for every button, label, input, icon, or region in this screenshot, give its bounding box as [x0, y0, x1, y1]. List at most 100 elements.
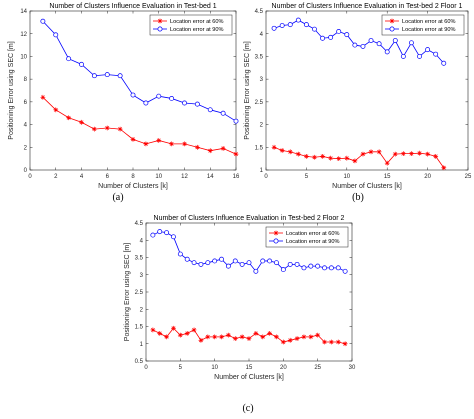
chart-panel-1: 0 2 4 6 8 10 12 14 16 0 2 4 6 8 10 12 14 Number of Cluste… [8, 3, 240, 190]
legend-swatch-marker [157, 18, 163, 24]
y-tick-label: 4 [24, 123, 28, 129]
data-point [352, 158, 358, 164]
data-point [40, 94, 46, 100]
legend-entry: Location error at 60% [402, 19, 456, 25]
x-axis-label: Number of Clusters [k] [214, 374, 284, 381]
data-point [322, 339, 327, 345]
series-1 [150, 325, 348, 347]
data-point [207, 148, 213, 154]
data-point [253, 330, 259, 336]
data-point [156, 93, 162, 99]
series-1 [271, 144, 447, 171]
data-point [400, 53, 406, 59]
series-1 [40, 94, 239, 157]
data-point [260, 334, 266, 340]
data-point [417, 150, 422, 156]
legend-swatch-marker [389, 26, 395, 32]
y-tick-label: 6 [24, 100, 28, 106]
y-tick-label: 2 [260, 123, 264, 129]
x-tick-label: 30 [349, 365, 356, 371]
series-2 [271, 17, 447, 66]
data-point [207, 107, 213, 113]
data-point [164, 334, 169, 340]
x-tick-label: 0 [28, 174, 32, 180]
x-axis-label: Number of Clusters [k] [98, 183, 168, 190]
y-tick-label: 0.5 [135, 359, 144, 365]
data-point [336, 156, 342, 162]
data-point [384, 160, 390, 166]
data-point [91, 73, 97, 79]
data-point [342, 341, 348, 347]
series-2 [40, 18, 239, 124]
data-point [169, 141, 175, 147]
data-point [425, 47, 431, 53]
data-point [246, 260, 252, 266]
series-line [273, 146, 445, 168]
data-point [312, 154, 317, 160]
data-point [143, 100, 149, 106]
data-point [322, 265, 327, 271]
x-tick-label: 15 [246, 365, 253, 371]
data-point [360, 43, 366, 49]
data-point [198, 337, 204, 343]
data-point [117, 126, 123, 132]
data-point [150, 232, 156, 238]
y-tick-label: 10 [20, 55, 27, 61]
data-point [220, 146, 226, 151]
data-point [303, 153, 309, 159]
data-point [130, 136, 136, 142]
data-point [287, 149, 293, 155]
y-tick-label: 4.5 [255, 9, 264, 15]
data-point [53, 107, 59, 113]
data-point [294, 336, 300, 341]
plot-area [265, 10, 469, 171]
data-point [184, 256, 190, 262]
data-point [253, 268, 259, 274]
data-point [417, 53, 422, 59]
legend-entry: Location error at 90% [402, 27, 456, 33]
data-point [328, 155, 334, 161]
data-point [182, 141, 187, 147]
data-point [177, 332, 183, 338]
data-point [271, 25, 277, 31]
x-tick-label: 14 [207, 174, 214, 180]
data-point [198, 261, 204, 267]
y-tick-label: 4 [260, 32, 264, 38]
y-tick-label: 2.5 [255, 100, 264, 106]
data-point [239, 334, 245, 340]
x-tick-label: 20 [280, 365, 287, 371]
legend-entry: Location error at 60% [170, 19, 224, 25]
data-point [408, 40, 414, 46]
data-point [441, 60, 447, 66]
x-tick-label: 0 [144, 365, 148, 371]
data-point [157, 330, 163, 336]
data-point [220, 110, 226, 116]
legend-entry: Location error at 90% [286, 239, 340, 245]
y-tick-label: 2 [24, 145, 28, 151]
legend-box [149, 14, 233, 36]
x-axis-label: Number of Clusters [k] [332, 183, 402, 190]
legend: Location error at 60% Location error at 9… [381, 14, 465, 36]
data-point [260, 258, 266, 264]
x-tick-label: 25 [314, 365, 321, 371]
data-point [271, 144, 277, 150]
data-point [280, 267, 286, 273]
x-tick-label: 4 [80, 174, 84, 180]
data-point [335, 339, 341, 345]
data-point [246, 336, 252, 341]
data-point [191, 327, 197, 333]
legend-entry: Location error at 60% [286, 231, 340, 237]
y-tick-label: 3.5 [255, 55, 264, 61]
data-point [376, 149, 382, 155]
data-point [232, 258, 238, 264]
x-tick-label: 6 [106, 174, 110, 180]
legend: Location error at 60% Location error at 9… [265, 226, 349, 248]
data-point [335, 265, 341, 271]
data-point [194, 144, 200, 150]
data-point [184, 331, 190, 336]
y-tick-label: 4.5 [135, 221, 144, 227]
data-point [279, 23, 285, 28]
panel-label: (a) [112, 192, 123, 203]
x-tick-label: 15 [384, 174, 391, 180]
data-point [308, 334, 314, 340]
